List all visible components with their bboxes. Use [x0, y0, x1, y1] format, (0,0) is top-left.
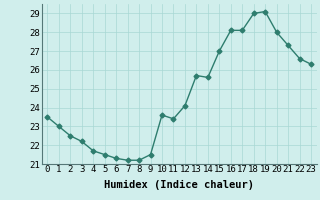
X-axis label: Humidex (Indice chaleur): Humidex (Indice chaleur) [104, 180, 254, 190]
